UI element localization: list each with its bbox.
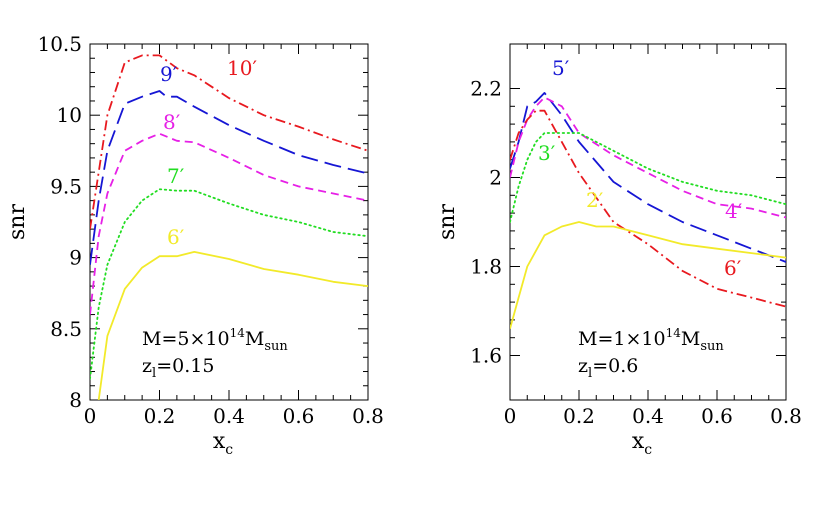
redshift-annotation: zl=0.15 <box>142 355 214 381</box>
y-axis-label: snr <box>5 204 30 240</box>
x-axis-label: xc <box>632 429 652 458</box>
x-axis-label-sub: c <box>225 442 233 458</box>
mass-annotation: M=1×1014Msun <box>578 326 724 354</box>
y-tick-label: 10 <box>57 103 82 127</box>
series-label: 7′ <box>167 164 185 188</box>
y-tick-label: 8 <box>69 388 82 412</box>
y-tick-label: 9.5 <box>50 174 82 198</box>
series-label: 3′ <box>538 141 556 165</box>
series-line <box>90 54 368 230</box>
series-label: 5′ <box>552 56 570 80</box>
series-label: 6′ <box>724 256 742 280</box>
x-tick-label: 0.8 <box>770 404 802 428</box>
x-tick-label: 0.2 <box>144 404 176 428</box>
series-line <box>90 188 368 380</box>
x-tick-label: 0 <box>504 404 517 428</box>
x-tick-label: 0.6 <box>701 404 733 428</box>
y-tick-label: 9 <box>69 246 82 270</box>
x-tick-label: 0.2 <box>563 404 595 428</box>
series-line <box>510 92 786 263</box>
y-tick-label: 2.2 <box>470 77 502 101</box>
chart-panel-2: 0 0.2 0.4 0.6 0.8 1.6 1.8 2 2.2 xc snr 5′ 4′ 3′ 6′ 2′ M=… <box>435 43 802 458</box>
x-tick-label: 0.4 <box>213 404 245 428</box>
series-label: 8′ <box>163 110 181 134</box>
series-line <box>510 221 786 330</box>
redshift-annotation: zl=0.6 <box>578 355 638 381</box>
chart-panel-1: 0 0.2 0.4 0.6 0.8 8 8.5 9 9.5 10 10.5 xc snr 10′ 9′ 8′ 7… <box>5 32 384 458</box>
y-tick-label: 8.5 <box>50 317 82 341</box>
series-line <box>97 251 368 400</box>
series-label: 4′ <box>725 199 743 223</box>
x-axis-label: xc <box>213 429 233 458</box>
series-line <box>510 109 786 308</box>
y-tick-label: 1.6 <box>470 344 502 368</box>
series-line <box>90 132 368 315</box>
x-axis-label-sub: c <box>644 442 652 458</box>
y-tick-label: 10.5 <box>37 32 82 56</box>
mass-annotation: M=5×1014Msun <box>142 326 288 354</box>
series-label: 9′ <box>160 62 178 86</box>
series-label: 6′ <box>167 225 185 249</box>
y-tick-label: 1.8 <box>470 255 502 279</box>
x-tick-label: 0 <box>84 404 97 428</box>
y-axis-label: snr <box>435 204 460 240</box>
series-label: 10′ <box>227 56 257 80</box>
y-tick-label: 2 <box>489 166 502 190</box>
x-tick-label: 0.8 <box>352 404 384 428</box>
x-tick-label: 0.4 <box>632 404 664 428</box>
x-tick-label: 0.6 <box>283 404 315 428</box>
series-line <box>510 132 786 223</box>
series-label: 2′ <box>586 188 604 212</box>
series-line <box>90 90 368 265</box>
